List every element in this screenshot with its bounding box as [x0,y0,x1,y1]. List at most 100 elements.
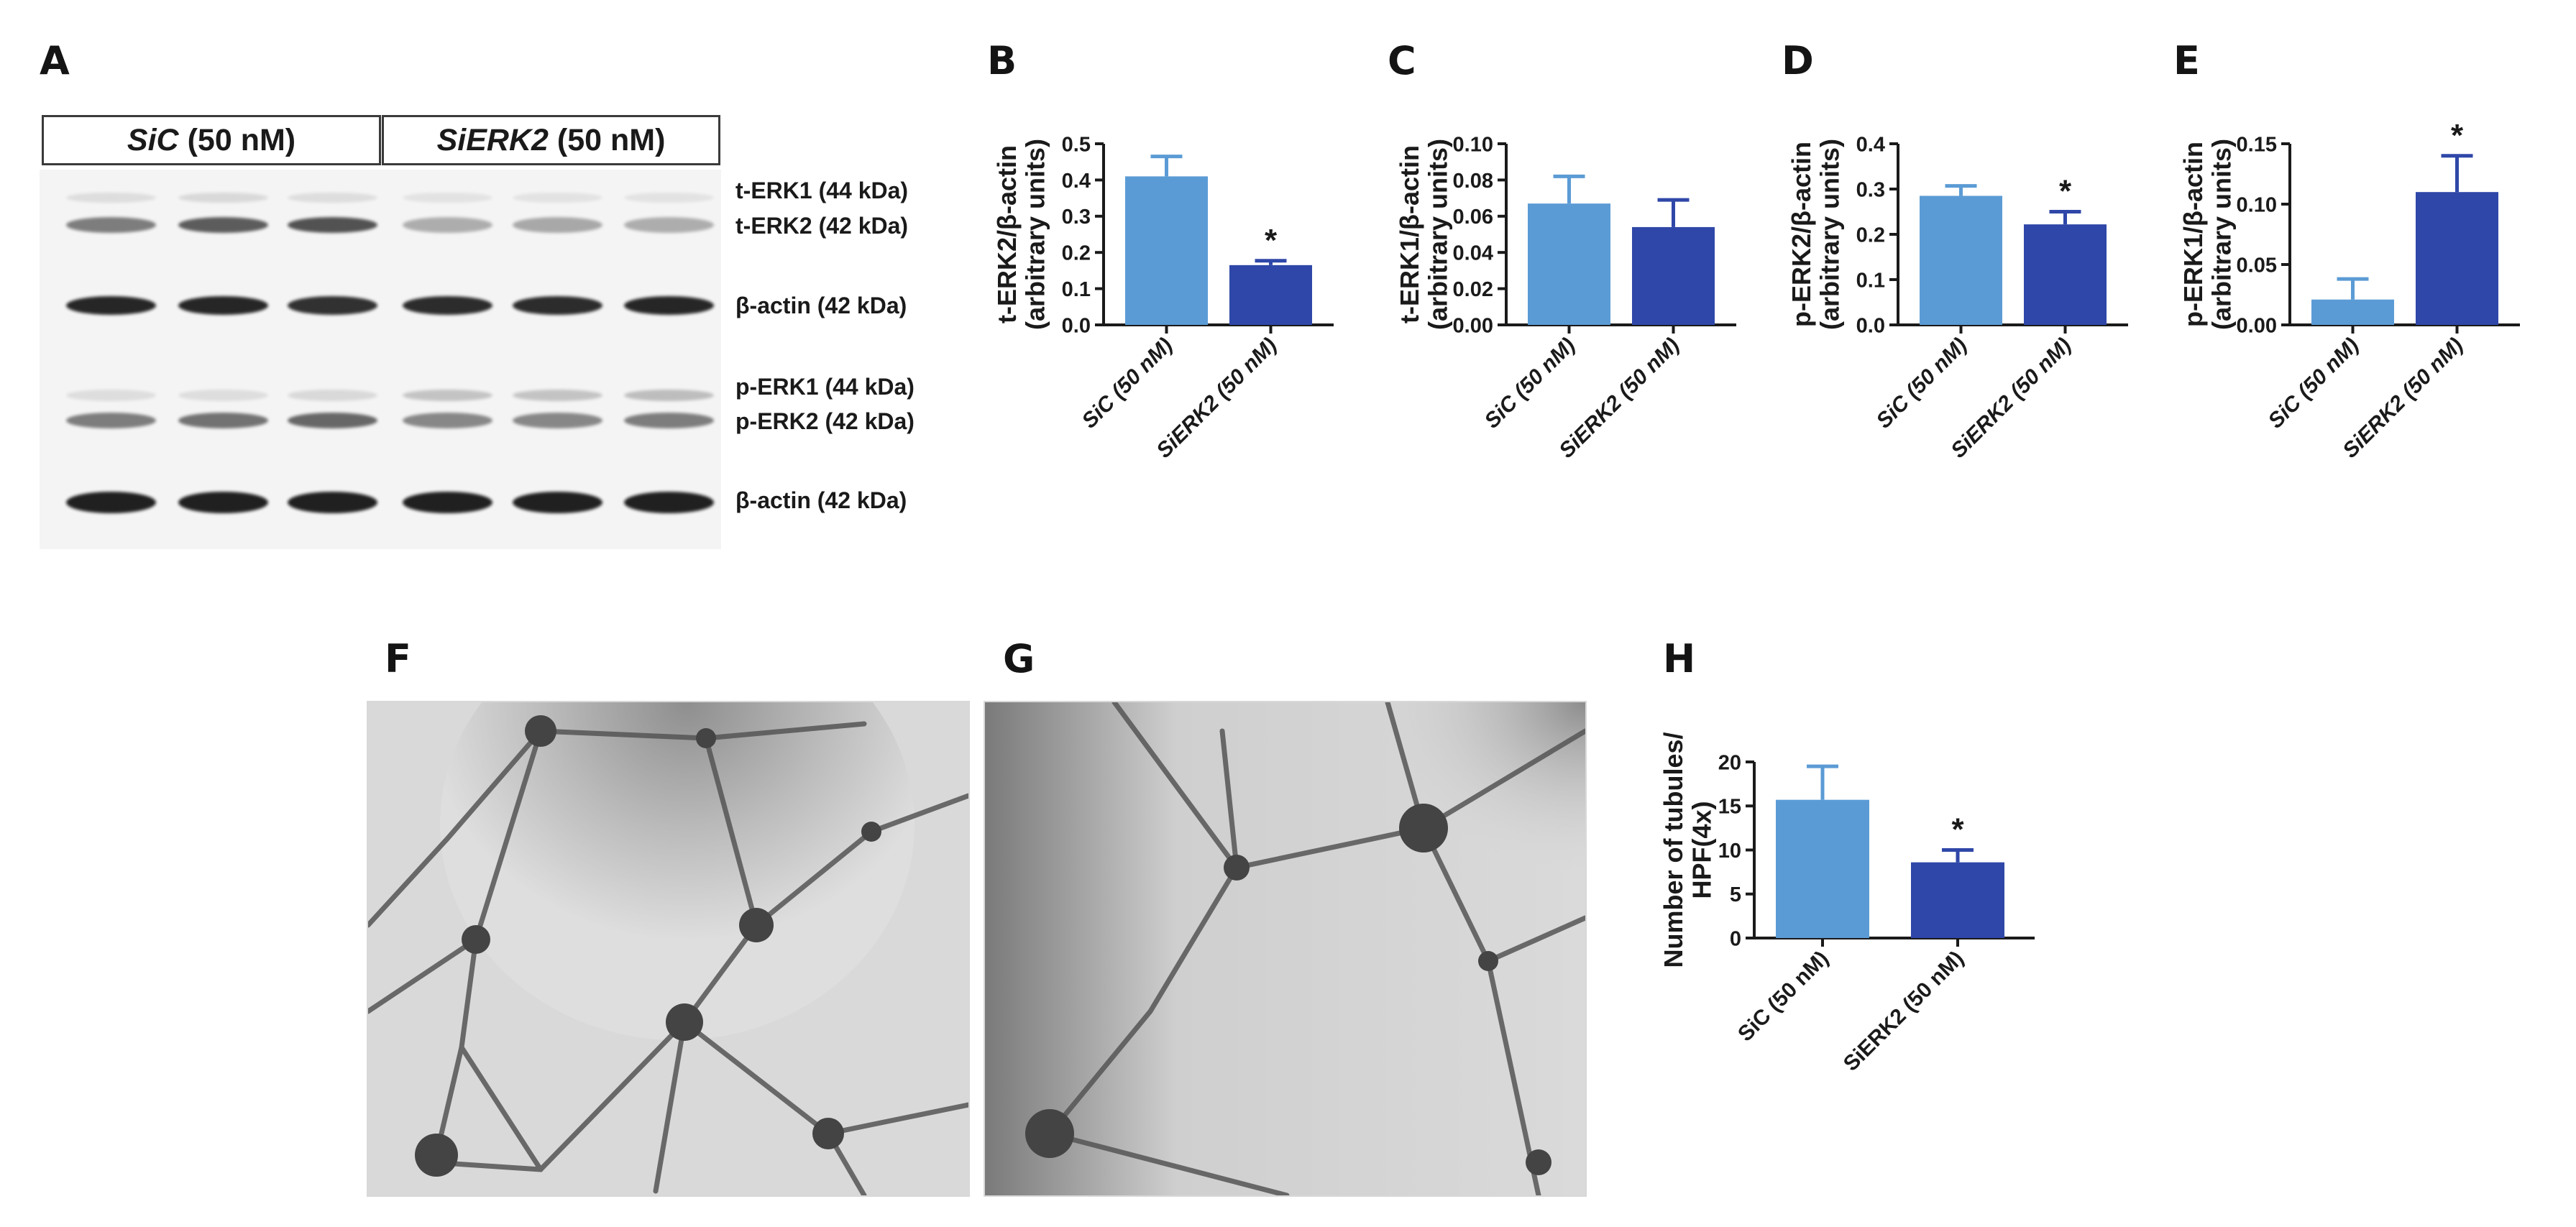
blot-header-sic: SiC (50 nM) [42,115,381,165]
blot-band [178,193,268,203]
blot-band [624,492,714,513]
y-axis-label: Number of tubules/HPF(4x) [1659,732,1717,968]
significance-marker: * [1951,812,1964,847]
panel-letter-e: E [2173,38,2200,83]
blot-band [66,296,156,315]
y-tick-label: 15 [1718,796,1741,819]
microscopy-image-sierk2 [984,701,1587,1197]
blot-membrane [40,170,721,549]
blot-band [178,390,268,401]
blot-band [513,492,602,513]
y-axis-label-line1: t-ERK2/β-actin [992,145,1022,323]
bar-sierk2 [2416,192,2498,325]
blot-header-sic-italic: SiC [127,122,179,157]
bar-sic [1125,176,1208,325]
significance-marker: * [1265,223,1278,258]
bar-sierk2 [1229,265,1312,325]
blot-band [288,492,377,513]
y-tick-label: 0.5 [1062,133,1091,156]
blot-band [66,390,156,401]
y-tick-label: 0.08 [1453,170,1493,193]
blot-band [403,296,492,315]
blot-band [178,296,268,315]
y-tick-label: 0.1 [1062,278,1091,301]
y-tick-label: 0.04 [1453,242,1493,265]
y-axis-label: p-ERK1/β-actin(arbitrary units) [2178,139,2237,330]
band-label-t-erk2: t-ERK2 (42 kDa) [735,213,909,239]
y-axis-label-line2: HPF(4x) [1687,801,1717,899]
blot-band [403,413,492,428]
blot-band [513,193,602,203]
band-label-actin-1: β-actin (42 kDa) [735,293,907,318]
blot-band [178,413,268,428]
blot-header-sic-conc: (50 nM) [187,122,296,157]
x-category-label: SiC (50 nM) [2264,334,2364,433]
y-tick-label: 0.15 [2237,133,2277,156]
microscopy-image-sic [367,701,970,1197]
y-axis-label-line2: (arbitrary units) [1815,139,1845,330]
blot-band [513,413,602,428]
blot-band [624,193,714,203]
blot-band [288,413,377,428]
blot-band [178,492,268,513]
blot-band [288,193,377,203]
y-tick-label: 0.10 [2237,193,2277,216]
panel-letter-a: A [40,38,70,83]
y-axis-label: p-ERK2/β-actin(arbitrary units) [1787,139,1845,330]
blot-band [403,390,492,401]
blot-band [403,217,492,233]
y-tick-label: 0.1 [1856,269,1885,292]
chart-e: 0.000.050.100.15p-ERK1/β-actin(arbitrary… [2178,118,2520,463]
blot-band [513,296,602,315]
blot-band [513,390,602,401]
bar-sierk2 [2024,224,2107,325]
band-label-p-erk2: p-ERK2 (42 kDa) [735,408,915,434]
y-tick-label: 0.00 [2237,314,2277,337]
blot-band [403,193,492,203]
x-category-label: SiC (50 nM) [1872,334,1972,433]
chart-b: 0.0 0.1 0.2 0.3 0.4 0.5 t-ERK2/β-actin(arbitra… [992,133,1334,463]
x-category-label: SiC (50 nM) [1480,334,1580,433]
x-category-label: SiC (50 nM) [1733,947,1833,1047]
y-axis-label-line2: (arbitrary units) [2207,139,2237,330]
y-axis-label-line1: t-ERK1/β-actin [1395,145,1424,323]
blot-band [513,217,602,233]
y-tick-label: 0 [1730,927,1741,950]
y-axis-label-line1: Number of tubules/ [1659,732,1688,968]
y-tick-label: 0.2 [1062,242,1091,265]
panel-letter-g: G [1003,636,1035,681]
band-label-t-erk1: t-ERK1 (44 kDa) [735,178,909,203]
blot-band [66,193,156,203]
panel-letter-d: D [1782,38,1814,83]
panel-letter-c: C [1388,38,1416,83]
blot-band [403,492,492,513]
band-label-actin-2: β-actin (42 kDa) [735,487,907,513]
x-category-label: SiERK2 (50 nM) [1839,947,1968,1076]
y-axis-label: t-ERK2/β-actin(arbitrary units) [992,139,1050,330]
bar-sierk2 [1911,862,2004,938]
y-tick-label: 0.06 [1453,206,1493,229]
bar-sic [2311,299,2394,325]
y-tick-label: 0.00 [1453,314,1493,337]
bar-sic [1920,196,2002,325]
blot-header-sierk2-italic: SiERK2 [436,122,549,157]
y-tick-label: 0.3 [1856,178,1885,201]
blot-band [288,296,377,315]
y-tick-label: 0.0 [1062,314,1091,337]
panel-letter-b: B [987,38,1017,83]
panel-letter-h: H [1663,636,1696,681]
blot-header-sierk2-conc: (50 nM) [556,122,666,157]
panel-letter-f: F [385,636,411,681]
significance-marker: * [2059,174,2072,209]
significance-marker: * [2451,118,2464,153]
blot-band [624,217,714,233]
x-category-label: SiC (50 nM) [1078,334,1178,433]
blot-band [66,492,156,513]
blot-band [624,296,714,315]
chart-c: 0.000.020.040.060.080.10t-ERK1/β-actin(a… [1395,133,1736,463]
y-tick-label: 5 [1730,883,1741,906]
band-label-p-erk1: p-ERK1 (44 kDa) [735,374,915,400]
tube-network-sierk2 [985,702,1585,1195]
y-tick-label: 0.10 [1453,133,1493,156]
blot-band [288,217,377,233]
